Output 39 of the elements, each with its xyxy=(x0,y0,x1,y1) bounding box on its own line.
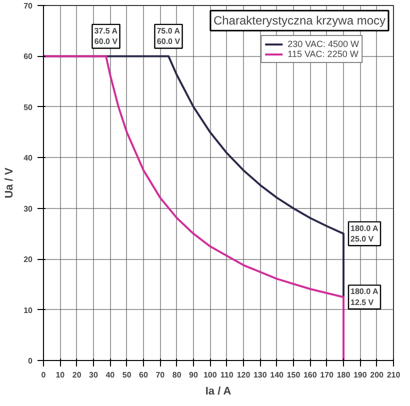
x-tick-label: 70 xyxy=(156,370,166,380)
x-tick-label: 80 xyxy=(172,370,182,380)
annotation: 180.0 A 25.0 V xyxy=(350,224,378,244)
x-tick-label: 160 xyxy=(303,370,318,380)
x-tick-label: 10 xyxy=(56,370,66,380)
legend-label: 115 VAC: 2250 W xyxy=(288,49,358,59)
annotation: 75.0 A 60.0 V xyxy=(156,26,181,46)
x-tick-label: 190 xyxy=(353,370,368,380)
y-tick-label: 10 xyxy=(24,306,34,315)
x-tick-label: 140 xyxy=(270,370,284,380)
x-tick-label: 30 xyxy=(89,370,98,380)
x-tick-label: 60 xyxy=(139,370,148,380)
x-tick-label: 100 xyxy=(203,370,218,380)
annotation: 180.0 A 12.5 V xyxy=(350,287,378,308)
legend-label: 230 VAC: 4500 W xyxy=(288,39,359,49)
x-tick-label: 20 xyxy=(72,370,82,380)
y-tick-label: 20 xyxy=(24,255,34,264)
x-axis-title: Ia / A xyxy=(205,386,232,398)
x-tick-label: 110 xyxy=(220,370,234,380)
y-tick-label: 0 xyxy=(28,356,34,366)
y-tick-label: 60 xyxy=(24,52,34,62)
x-tick-label: 0 xyxy=(41,370,46,380)
y-axis-title: Ua / V xyxy=(4,167,16,198)
x-tick-label: 50 xyxy=(122,370,132,380)
x-tick-label: 150 xyxy=(286,370,301,380)
x-tick-label: 40 xyxy=(106,370,116,380)
annotation: 37.5 A 60.0 V xyxy=(94,26,118,46)
x-tick-label: 120 xyxy=(236,370,251,380)
x-tick-label: 90 xyxy=(189,370,198,380)
y-tick-label: 70 xyxy=(24,2,34,10)
x-tick-label: 210 xyxy=(386,370,401,380)
x-tick-label: 170 xyxy=(320,370,334,380)
y-tick-label: 40 xyxy=(24,154,34,163)
y-tick-label: 50 xyxy=(24,102,34,112)
text: Charakterystyczna krzywa mocy xyxy=(213,14,386,28)
y-tick-label: 30 xyxy=(24,204,34,214)
x-tick-label: 130 xyxy=(253,370,268,380)
x-tick-label: 180 xyxy=(336,370,351,380)
x-tick-label: 200 xyxy=(370,370,384,380)
